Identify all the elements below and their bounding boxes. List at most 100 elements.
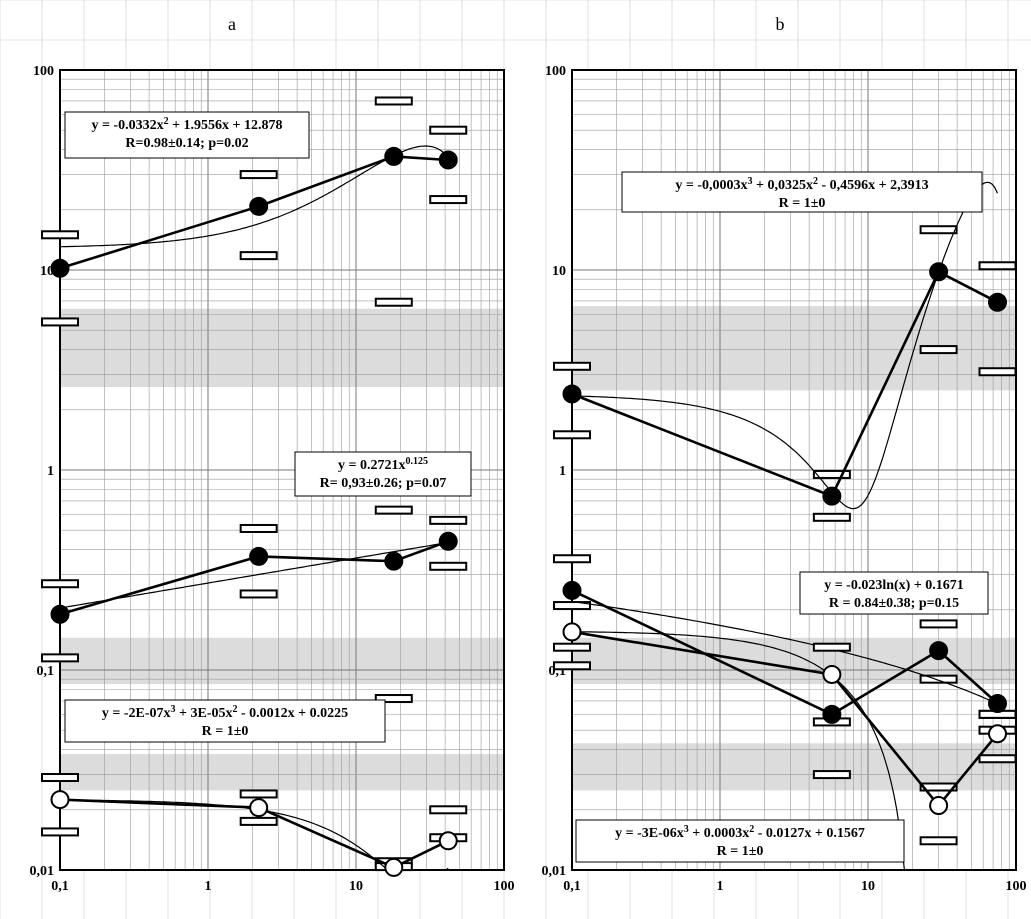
error-bar-marker bbox=[374, 505, 413, 515]
data-point bbox=[438, 531, 458, 551]
error-bar-marker bbox=[429, 195, 468, 205]
plot-frame bbox=[59, 69, 505, 871]
error-bar-marker bbox=[239, 251, 278, 261]
error-bar-marker bbox=[429, 561, 468, 571]
error-bar-marker bbox=[239, 170, 278, 180]
series-line bbox=[59, 540, 449, 616]
error-bar-marker bbox=[812, 770, 851, 780]
x-tick-label: 1 bbox=[717, 879, 724, 894]
series-line bbox=[571, 630, 999, 808]
data-series: y = -0.0332x2 + 1.9556x + 12.878 R=0.98±0… bbox=[41, 96, 468, 327]
data-point bbox=[50, 790, 70, 810]
trend-statistics: R = 1±0 bbox=[779, 196, 826, 211]
error-bar-marker bbox=[239, 589, 278, 599]
x-tick-label: 0,1 bbox=[563, 879, 581, 894]
error-bar-marker bbox=[553, 642, 591, 652]
error-bar-marker bbox=[429, 805, 468, 815]
y-tick-label: 10 bbox=[40, 264, 54, 279]
error-bar-marker bbox=[553, 554, 591, 564]
equation-box bbox=[621, 171, 983, 213]
error-bar-marker bbox=[429, 125, 468, 135]
x-tick-label: 100 bbox=[494, 879, 515, 894]
trend-statistics: R = 1±0 bbox=[202, 724, 249, 739]
panel-label-a: a bbox=[228, 14, 236, 34]
plot-frame bbox=[571, 69, 1017, 871]
data-point bbox=[249, 798, 269, 818]
equation-box bbox=[799, 571, 989, 615]
data-series: y = 0.2721x0.125 R= 0,93±0.26; p=0.07 bbox=[41, 451, 472, 704]
x-tick-label: 10 bbox=[349, 879, 363, 894]
reference-band bbox=[61, 308, 503, 388]
trend-statistics: R = 0.84±0.38; p=0.15 bbox=[829, 596, 959, 611]
data-point bbox=[988, 292, 1008, 312]
error-bar-marker bbox=[374, 96, 413, 106]
panel-label-b: b bbox=[776, 14, 785, 34]
x-tick-label: 1 bbox=[205, 879, 212, 894]
trend-equation: y = 0.2721x0.125 bbox=[338, 456, 428, 474]
data-point bbox=[384, 146, 404, 166]
trend-statistics: R=0.98±0.14; p=0.02 bbox=[125, 136, 248, 151]
data-series: y = -2E-07x3 + 3E-05x2 - 0.0012x + 0.022… bbox=[41, 699, 468, 877]
data-point bbox=[988, 693, 1008, 713]
y-tick-label: 100 bbox=[545, 64, 566, 79]
error-bar-marker bbox=[919, 225, 958, 235]
error-bar-marker bbox=[919, 345, 958, 355]
series-line bbox=[59, 798, 449, 869]
error-bar-marker bbox=[919, 619, 958, 629]
error-bar-marker bbox=[553, 361, 591, 371]
trend-statistics: R= 0,93±0.26; p=0.07 bbox=[320, 476, 447, 491]
error-bar-marker bbox=[41, 827, 79, 837]
error-bar-marker bbox=[812, 469, 851, 479]
data-point bbox=[562, 384, 582, 404]
y-tick-label: 100 bbox=[33, 64, 54, 79]
error-bar-marker bbox=[374, 694, 413, 704]
error-bar-marker bbox=[919, 782, 958, 792]
y-tick-label: 1 bbox=[559, 464, 566, 479]
data-point bbox=[50, 258, 70, 278]
error-bar-marker bbox=[41, 317, 79, 327]
data-point bbox=[384, 551, 404, 571]
trend-curve bbox=[572, 631, 910, 871]
error-bar-marker bbox=[41, 230, 79, 240]
y-tick-label: 1 bbox=[47, 464, 54, 479]
data-point bbox=[988, 724, 1008, 744]
series-line bbox=[59, 155, 449, 270]
y-tick-label: 0,01 bbox=[30, 864, 55, 879]
data-point bbox=[50, 604, 70, 624]
trend-equation: y = -2E-07x3 + 3E-05x2 - 0.0012x + 0.022… bbox=[102, 704, 348, 722]
x-tick-label: 100 bbox=[1006, 879, 1027, 894]
data-series: y = -0,0003x3 + 0,0325x2 - 0,4596x + 2,3… bbox=[553, 171, 1017, 522]
error-bar-marker bbox=[812, 642, 851, 652]
error-bar-marker bbox=[978, 754, 1017, 764]
error-bar-marker bbox=[41, 579, 79, 589]
trend-equation: y = -3E-06x3 + 0.0003x2 - 0.0127x + 0.15… bbox=[615, 824, 865, 842]
reference-band bbox=[61, 754, 503, 791]
trend-curve bbox=[571, 181, 999, 510]
error-bar-marker bbox=[978, 367, 1017, 377]
trend-equation: y = -0,0003x3 + 0,0325x2 - 0,4596x + 2,3… bbox=[675, 176, 928, 194]
error-bar-marker bbox=[41, 653, 79, 663]
data-point bbox=[822, 486, 842, 506]
equation-box bbox=[64, 111, 310, 159]
data-point bbox=[438, 831, 458, 851]
error-bar-marker bbox=[553, 661, 591, 671]
y-tick-label: 10 bbox=[552, 264, 566, 279]
series-line bbox=[571, 270, 999, 498]
y-tick-label: 0,1 bbox=[37, 664, 55, 679]
error-bar-marker bbox=[919, 836, 958, 846]
error-bar-marker bbox=[239, 816, 278, 826]
error-bar-marker bbox=[41, 773, 79, 783]
trend-curve bbox=[59, 541, 449, 609]
data-point bbox=[822, 664, 842, 684]
error-bar-marker bbox=[553, 430, 591, 440]
equation-box bbox=[64, 699, 386, 743]
error-bar-marker bbox=[812, 512, 851, 522]
x-tick-label: 10 bbox=[861, 879, 875, 894]
error-bar-marker bbox=[239, 789, 278, 799]
trend-equation: y = -0.0332x2 + 1.9556x + 12.878 bbox=[91, 116, 282, 134]
equation-box bbox=[294, 451, 472, 497]
error-bar-marker bbox=[429, 515, 468, 525]
